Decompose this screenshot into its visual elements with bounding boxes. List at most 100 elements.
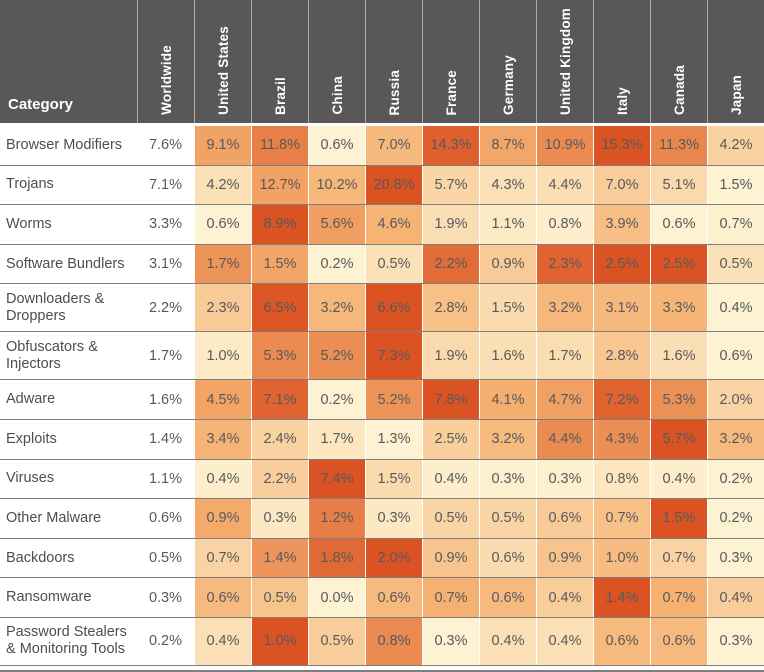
row-category-label: Exploits (6, 430, 57, 447)
heat-value-cell: 0.8% (593, 459, 650, 499)
heat-value-cell: 0.2% (308, 380, 365, 420)
heat-value-cell: 0.9% (422, 538, 479, 578)
heat-value-cell: 4.3% (479, 165, 536, 205)
heat-value-cell: 10.9% (536, 126, 593, 165)
heat-value-cell: 5.6% (308, 205, 365, 244)
table-row-worms: Worms 3.3% 0.6% 8.9% 5.6% 4.6% 1.9% 1.1% 0.8% 3.9… (0, 204, 764, 244)
heat-value-cell: 1.6% (650, 332, 707, 380)
table-row-browser-modifiers: Browser Modifiers 7.6% 9.1% 11.8% 0.6% 7.0% 14… (0, 126, 764, 165)
heat-value-cell: 0.2% (707, 499, 764, 538)
heat-value-cell: 1.8% (308, 538, 365, 578)
heat-value-cell: 1.6% (479, 332, 536, 380)
table-row-viruses: Viruses 1.1% 0.4% 2.2% 7.4% 1.5% 0.4% 0.3% 0.3% 0… (0, 458, 764, 499)
heat-value-cell: 0.6% (707, 332, 764, 380)
column-header-label: United States (215, 26, 231, 115)
heat-value-cell: 2.5% (593, 244, 650, 284)
heat-value-cell: 0.5% (707, 244, 764, 284)
heat-value-cell: 0.6% (365, 578, 422, 617)
heat-value-cell: 20.8% (365, 165, 422, 205)
heat-value-cell: 5.1% (650, 165, 707, 205)
heat-value-cell: 2.8% (593, 332, 650, 380)
column-header-label: France (443, 69, 459, 115)
heat-value-cell: 0.2% (308, 244, 365, 284)
heat-value-cell: 0.4% (707, 284, 764, 332)
worldwide-value-cell: 1.4% (148, 431, 183, 448)
row-category-label: Software Bundlers (6, 255, 125, 272)
worldwide-value-cell: 0.2% (148, 633, 183, 650)
column-header-france: France (422, 0, 479, 123)
heat-value-cell: 10.2% (308, 165, 365, 205)
heat-value-cell: 0.9% (479, 244, 536, 284)
heat-value-cell: 0.6% (650, 617, 707, 665)
heat-value-cell: 0.6% (650, 205, 707, 244)
heat-value-cell: 8.7% (479, 126, 536, 165)
heat-value-cell: 3.2% (308, 284, 365, 332)
heat-value-cell: 9.1% (194, 126, 251, 165)
heat-value-cell: 1.7% (308, 420, 365, 459)
heat-value-cell: 8.9% (251, 205, 308, 244)
column-header-label: Japan (728, 74, 744, 115)
heat-value-cell: 0.7% (593, 499, 650, 538)
heat-value-cell: 0.7% (650, 578, 707, 617)
heat-value-cell: 2.2% (422, 244, 479, 284)
heat-value-cell: 14.3% (422, 126, 479, 165)
heat-value-cell: 1.4% (593, 578, 650, 617)
row-category-label: Obfuscators & Injectors (6, 338, 98, 372)
column-header-russia: Russia (365, 0, 422, 123)
heat-value-cell: 7.0% (593, 165, 650, 205)
heat-value-cell: 0.7% (707, 205, 764, 244)
heat-value-cell: 0.3% (707, 617, 764, 665)
heat-value-cell: 0.3% (251, 499, 308, 538)
row-category-label: Ransomware (6, 589, 92, 606)
heat-value-cell: 4.2% (194, 165, 251, 205)
row-category-label: Downloaders & Droppers (6, 290, 105, 324)
heat-value-cell: 4.1% (479, 380, 536, 420)
heat-value-cell: 2.3% (536, 244, 593, 284)
worldwide-value-cell: 0.6% (148, 510, 183, 527)
table-row-adware: Adware 1.6% 4.5% 7.1% 0.2% 5.2% 7.8% 4.1% 4.7% 7.… (0, 379, 764, 420)
column-header-label: United Kingdom (557, 7, 573, 115)
heat-value-cell: 0.4% (194, 459, 251, 499)
heat-value-cell: 3.3% (650, 284, 707, 332)
heat-value-cell: 7.3% (365, 332, 422, 380)
heat-value-cell: 2.8% (422, 284, 479, 332)
heat-value-cell: 3.2% (479, 420, 536, 459)
heat-value-cell: 1.7% (194, 244, 251, 284)
heat-value-cell: 1.5% (479, 284, 536, 332)
heat-value-cell: 3.2% (707, 420, 764, 459)
worldwide-value-cell: 2.2% (148, 299, 183, 316)
heat-value-cell: 0.5% (422, 499, 479, 538)
row-category-label: Other Malware (6, 509, 102, 526)
heat-value-cell: 0.9% (194, 499, 251, 538)
row-category-label: Viruses (6, 470, 55, 487)
heat-value-cell: 15.3% (593, 126, 650, 165)
heat-value-cell: 1.3% (365, 420, 422, 459)
heat-value-cell: 1.5% (365, 459, 422, 499)
heat-value-cell: 0.6% (479, 538, 536, 578)
row-category-label: Password Stealers & Monitoring Tools (6, 624, 127, 658)
heat-value-cell: 5.7% (422, 165, 479, 205)
column-header-label: Brazil (272, 77, 288, 115)
heat-value-cell: 0.8% (536, 205, 593, 244)
heat-value-cell: 4.5% (194, 380, 251, 420)
worldwide-value-cell: 1.1% (148, 470, 183, 487)
column-header-italy: Italy (593, 0, 650, 123)
heat-value-cell: 2.2% (251, 459, 308, 499)
row-category-label: Worms (6, 215, 52, 232)
heat-value-cell: 0.2% (707, 459, 764, 499)
heat-value-cell: 1.1% (479, 205, 536, 244)
heat-value-cell: 1.9% (422, 332, 479, 380)
heat-value-cell: 5.2% (308, 332, 365, 380)
heat-value-cell: 5.3% (251, 332, 308, 380)
row-category-label: Browser Modifiers (6, 136, 123, 153)
heat-value-cell: 0.3% (707, 538, 764, 578)
heat-value-cell: 3.1% (593, 284, 650, 332)
table-row-downloaders-droppers: Downloaders & Droppers 2.2% 2.3% 6.5% 3.2% 6.… (0, 283, 764, 332)
column-header-label: Germany (500, 55, 516, 115)
heat-value-cell: 7.1% (251, 380, 308, 420)
category-column-header: Category (0, 0, 137, 123)
heat-value-cell: 1.5% (251, 244, 308, 284)
worldwide-value-cell: 1.7% (148, 347, 183, 364)
heat-value-cell: 0.4% (422, 459, 479, 499)
